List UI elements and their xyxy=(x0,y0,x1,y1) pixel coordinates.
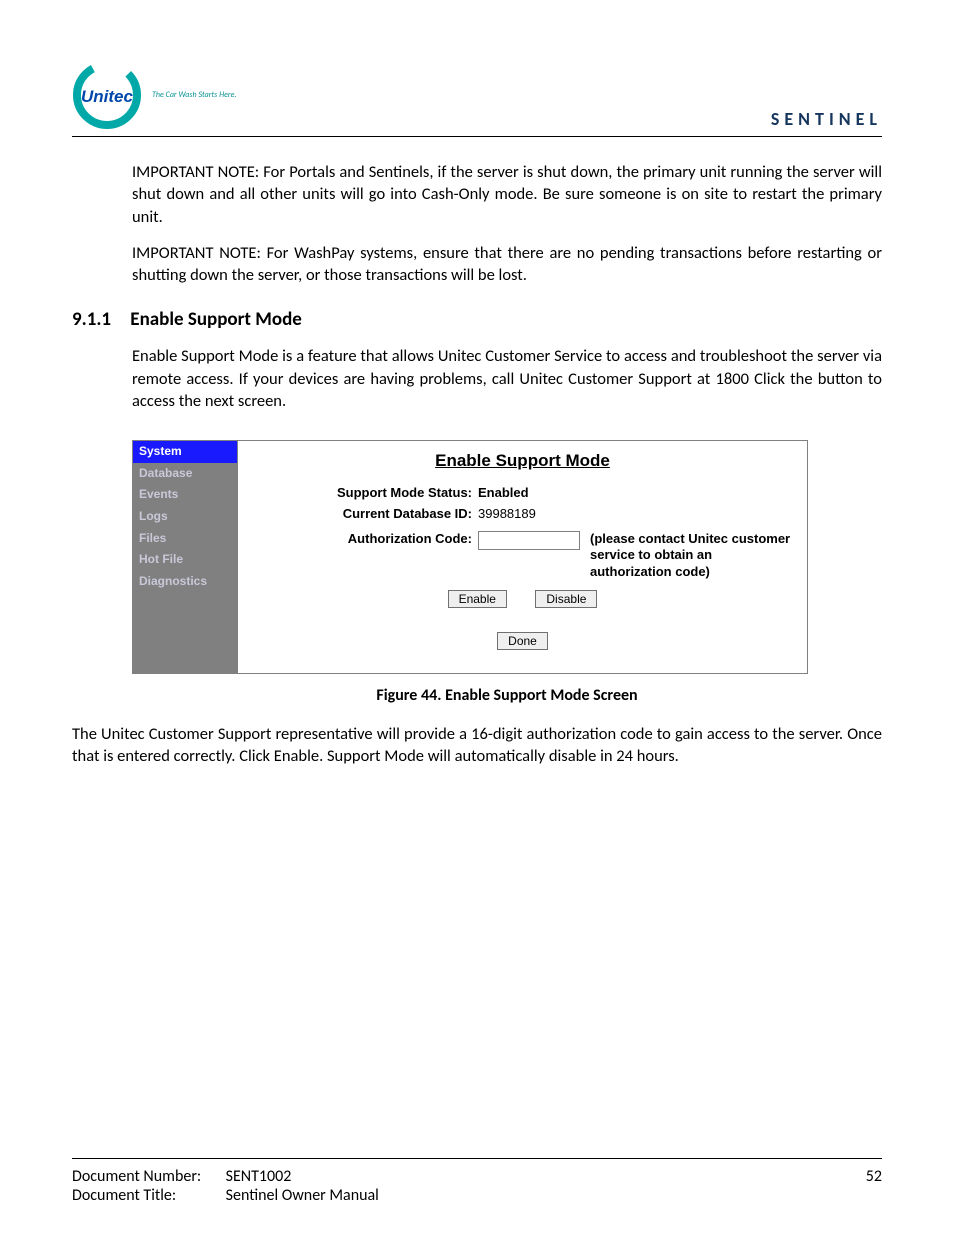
page-footer: Document Number: SENT1002 Document Title… xyxy=(72,1158,882,1205)
section-number: 9.1.1 xyxy=(72,308,126,331)
status-row: Support Mode Status: Enabled xyxy=(252,485,793,500)
figure-caption: Figure 44. Enable Support Mode Screen xyxy=(132,686,882,705)
sidebar-item-files[interactable]: Files xyxy=(133,528,237,550)
disable-button[interactable]: Disable xyxy=(535,590,597,608)
docnum-value: SENT1002 xyxy=(226,1167,292,1186)
done-button[interactable]: Done xyxy=(497,632,548,650)
important-note-1: IMPORTANT NOTE: For Portals and Sentinel… xyxy=(132,161,882,228)
after-figure-paragraph: The Unitec Customer Support representati… xyxy=(72,723,882,768)
section-heading: 9.1.1 Enable Support Mode xyxy=(72,308,882,331)
logo-block: Unitec The Car Wash Starts Here. xyxy=(72,60,236,130)
app-window: SystemDatabaseEventsLogsFilesHot FileDia… xyxy=(132,440,808,674)
sidebar-item-database[interactable]: Database xyxy=(133,463,237,485)
unitec-logo-icon: Unitec xyxy=(72,60,142,130)
app-content: Enable Support Mode Support Mode Status:… xyxy=(238,441,807,673)
section-body: Enable Support Mode is a feature that al… xyxy=(132,345,882,412)
sidebar-item-logs[interactable]: Logs xyxy=(133,506,237,528)
page-number: 52 xyxy=(866,1167,882,1205)
page-header: Unitec The Car Wash Starts Here. SENTINE… xyxy=(72,60,882,137)
content-title: Enable Support Mode xyxy=(252,451,793,471)
enable-disable-row: Enable Disable xyxy=(252,590,793,608)
docnum-label: Document Number: xyxy=(72,1167,222,1186)
done-row: Done xyxy=(252,632,793,650)
status-value: Enabled xyxy=(478,485,529,500)
doc-header-title: SENTINEL xyxy=(771,108,882,130)
doctitle-label: Document Title: xyxy=(72,1186,222,1205)
important-note-2: IMPORTANT NOTE: For WashPay systems, ens… xyxy=(132,242,882,287)
svg-text:Unitec: Unitec xyxy=(81,87,134,106)
sidebar: SystemDatabaseEventsLogsFilesHot FileDia… xyxy=(133,441,238,673)
section-title: Enable Support Mode xyxy=(130,308,302,331)
auth-label: Authorization Code: xyxy=(252,531,478,546)
sidebar-item-hot-file[interactable]: Hot File xyxy=(133,549,237,571)
dbid-row: Current Database ID: 39988189 xyxy=(252,506,793,521)
logo-tagline: The Car Wash Starts Here. xyxy=(152,90,236,100)
auth-code-input[interactable] xyxy=(478,531,580,550)
sidebar-item-diagnostics[interactable]: Diagnostics xyxy=(133,571,237,593)
enable-button[interactable]: Enable xyxy=(448,590,507,608)
doctitle-value: Sentinel Owner Manual xyxy=(226,1186,379,1205)
auth-hint: (please contact Unitec customer service … xyxy=(590,531,793,580)
figure-44: SystemDatabaseEventsLogsFilesHot FileDia… xyxy=(132,440,882,705)
sidebar-item-events[interactable]: Events xyxy=(133,484,237,506)
auth-row: Authorization Code: (please contact Unit… xyxy=(252,531,793,580)
status-label: Support Mode Status: xyxy=(252,485,478,500)
dbid-label: Current Database ID: xyxy=(252,506,478,521)
sidebar-item-system[interactable]: System xyxy=(133,441,237,463)
dbid-value: 39988189 xyxy=(478,506,536,521)
